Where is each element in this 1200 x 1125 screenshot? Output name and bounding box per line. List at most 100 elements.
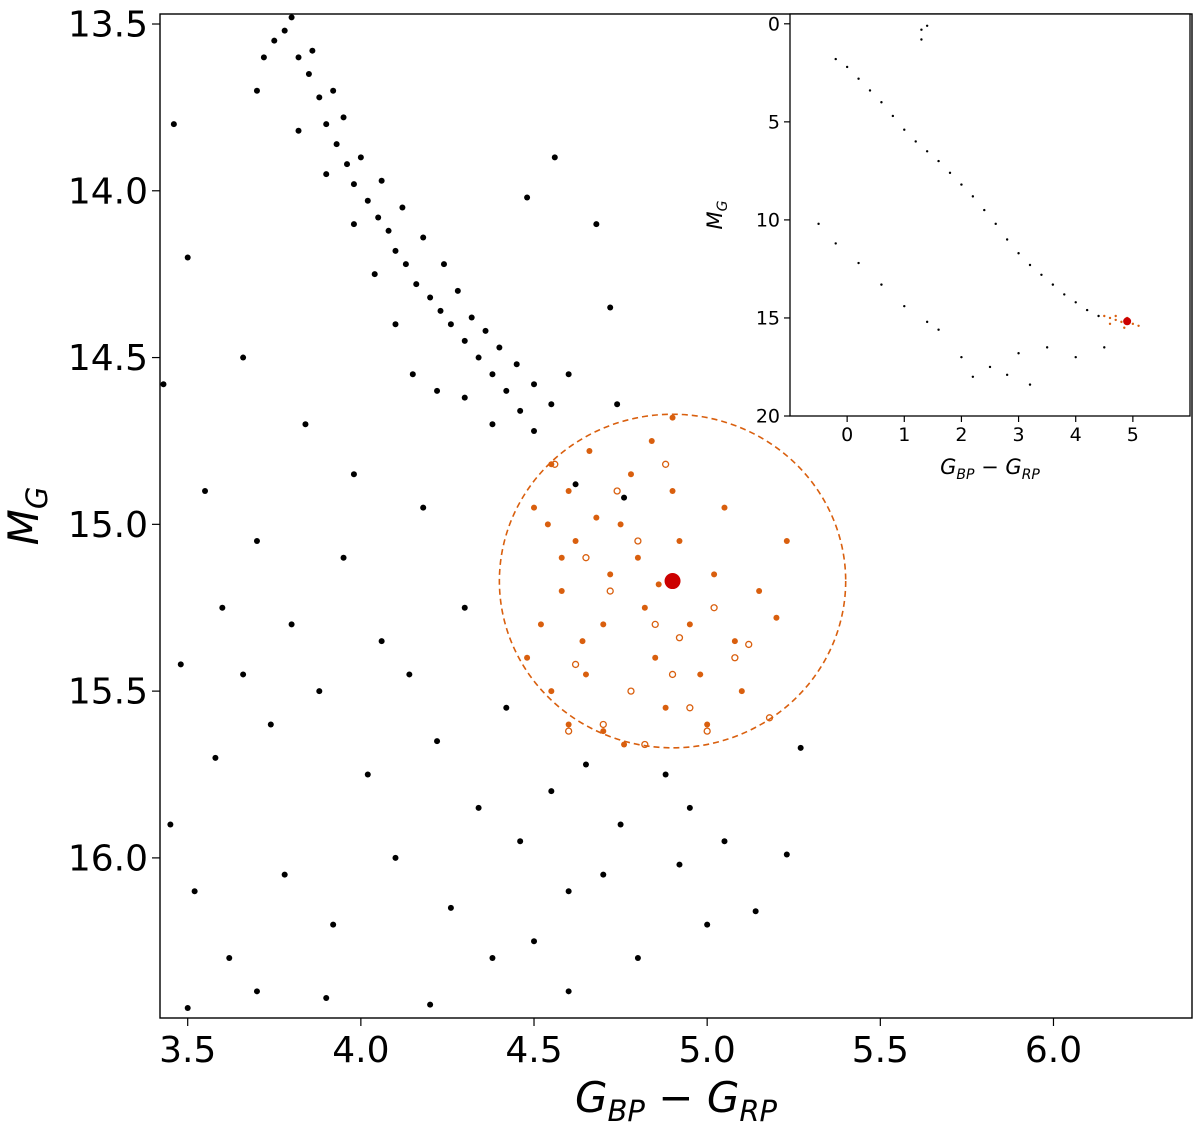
data-point-open — [686, 704, 694, 712]
data-point — [903, 304, 906, 308]
data-point — [350, 181, 357, 188]
data-point — [925, 24, 929, 27]
data-point — [364, 771, 371, 778]
data-point — [267, 721, 274, 728]
data-point-open — [571, 660, 580, 669]
data-point — [281, 27, 288, 34]
data-point-open — [745, 640, 753, 649]
data-point — [288, 621, 295, 628]
data-point — [344, 161, 351, 168]
data-point — [817, 222, 820, 226]
data-point — [857, 261, 860, 265]
data-point — [413, 281, 420, 288]
data-point — [517, 838, 524, 845]
data-point — [925, 320, 929, 324]
data-point — [434, 738, 441, 745]
data-point — [517, 407, 524, 414]
data-point — [738, 688, 745, 695]
data-point — [461, 394, 468, 401]
data-point — [226, 954, 233, 961]
data-point — [857, 77, 860, 80]
data-point — [1123, 326, 1126, 329]
data-point-open — [675, 634, 684, 642]
data-point — [1103, 314, 1106, 318]
data-point — [704, 721, 711, 728]
x-tick-label: 1 — [898, 424, 910, 446]
data-point — [686, 804, 693, 811]
data-point-open — [668, 670, 677, 679]
x-tick-label: 0 — [841, 424, 853, 446]
data-point — [392, 854, 399, 861]
data-point — [167, 821, 174, 828]
data-point — [783, 538, 790, 545]
data-point — [834, 242, 837, 245]
data-point-open — [599, 720, 607, 729]
data-point — [302, 421, 309, 428]
x-tick-label: 3.5 — [159, 1030, 216, 1071]
data-point — [496, 344, 503, 351]
data-point — [551, 154, 558, 161]
data-point-open — [551, 460, 559, 468]
data-point-open — [564, 727, 573, 735]
data-point — [503, 704, 510, 711]
data-point — [586, 447, 593, 454]
data-point — [184, 254, 191, 261]
data-point — [1108, 316, 1112, 320]
data-point-open — [703, 727, 711, 735]
data-point — [295, 127, 302, 134]
data-point — [1028, 263, 1032, 267]
data-point — [309, 47, 316, 54]
data-point — [548, 788, 555, 795]
data-point-open — [582, 554, 590, 562]
data-point — [783, 851, 790, 858]
data-point — [323, 121, 330, 128]
data-point — [920, 38, 923, 41]
data-point — [375, 214, 382, 221]
data-point — [177, 661, 184, 668]
data-point — [316, 688, 323, 695]
data-point — [548, 688, 555, 695]
data-point — [1045, 346, 1049, 349]
x-tick-label: 5 — [1127, 424, 1139, 446]
data-point — [600, 621, 607, 628]
data-point — [617, 821, 624, 828]
data-point — [330, 921, 337, 928]
x-tick-label: 4.0 — [332, 1030, 389, 1071]
data-point — [686, 621, 693, 628]
data-point — [489, 421, 496, 428]
data-point — [971, 375, 975, 378]
data-point — [420, 504, 427, 511]
data-point — [350, 221, 357, 228]
main-cmd-plot: 3.5 4.0 4.5 5.0 5.5 6.0 13.5 14.0 14.5 15.0 15.5 16… — [0, 5, 1193, 1125]
data-point — [655, 581, 662, 588]
data-point — [364, 197, 371, 204]
data-point — [253, 538, 260, 545]
data-point — [634, 954, 641, 961]
data-point-open — [641, 740, 649, 749]
data-point — [385, 227, 392, 234]
data-point — [669, 487, 676, 494]
y-tick-label: 15.5 — [68, 672, 148, 713]
data-point — [537, 621, 544, 628]
data-point — [1074, 301, 1077, 304]
inset-frame — [789, 13, 1191, 417]
highlight-star-point — [664, 573, 681, 590]
data-point — [971, 195, 975, 198]
data-point — [1005, 373, 1009, 377]
data-point — [880, 283, 883, 286]
data-point — [378, 177, 385, 184]
y-tick-label: 14.0 — [68, 171, 148, 212]
data-point-open — [710, 604, 718, 612]
inset-x-axis-label: GBP − GRP — [940, 455, 1040, 483]
data-point — [461, 337, 468, 344]
y-tick-label: 15.0 — [68, 505, 148, 546]
data-point — [402, 261, 409, 268]
data-point — [676, 538, 683, 545]
data-point — [447, 321, 454, 328]
data-point — [845, 65, 849, 69]
data-point — [1005, 238, 1009, 241]
data-point — [600, 728, 607, 735]
data-point — [378, 638, 385, 645]
highlight-star-point — [1123, 317, 1132, 326]
data-point — [669, 414, 676, 421]
